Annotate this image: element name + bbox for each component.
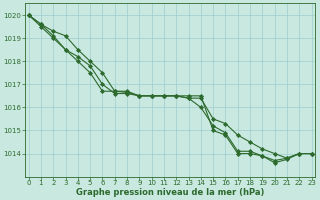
X-axis label: Graphe pression niveau de la mer (hPa): Graphe pression niveau de la mer (hPa) — [76, 188, 264, 197]
